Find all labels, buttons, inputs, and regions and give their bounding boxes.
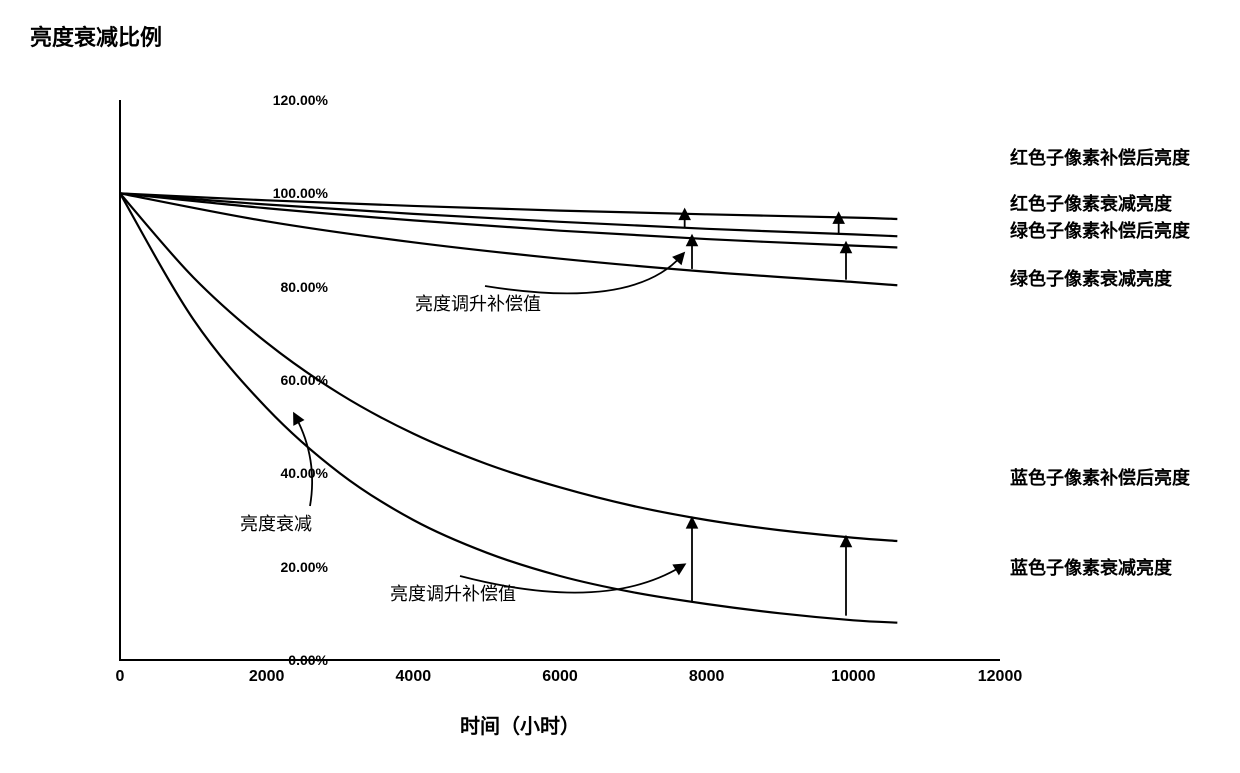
y-tick-label: 40.00% <box>281 465 328 481</box>
callout-label-0: 亮度衰减 <box>240 510 312 536</box>
series-label-green_comp: 绿色子像素补偿后亮度 <box>1010 217 1190 243</box>
chart-svg <box>20 20 1220 753</box>
series-label-blue_comp: 蓝色子像素补偿后亮度 <box>1010 464 1190 490</box>
callout-label-1: 亮度调升补偿值 <box>415 290 541 316</box>
x-tick-label: 12000 <box>978 668 1023 686</box>
y-tick-label: 100.00% <box>273 185 328 201</box>
callout-label-2: 亮度调升补偿值 <box>390 580 516 606</box>
series-line-blue_decay <box>120 193 897 622</box>
x-tick-label: 0 <box>116 668 125 686</box>
series-line-green_decay <box>120 193 897 285</box>
series-label-green_decay: 绿色子像素衰减亮度 <box>1010 265 1172 291</box>
y-tick-label: 60.00% <box>281 372 328 388</box>
callout-arrow-0 <box>296 417 312 506</box>
series-label-red_comp: 红色子像素补偿后亮度 <box>1010 144 1190 170</box>
series-line-blue_comp <box>120 193 897 541</box>
y-tick-label: 120.00% <box>273 92 328 108</box>
x-tick-label: 4000 <box>396 668 432 686</box>
x-tick-label: 6000 <box>542 668 578 686</box>
x-tick-label: 2000 <box>249 668 285 686</box>
series-label-red_decay: 红色子像素衰减亮度 <box>1010 190 1172 216</box>
x-tick-label: 10000 <box>831 668 876 686</box>
x-tick-label: 8000 <box>689 668 725 686</box>
y-tick-label: 0.00% <box>288 652 328 668</box>
y-tick-label: 80.00% <box>281 279 328 295</box>
x-axis-label: 时间（小时） <box>460 710 580 739</box>
y-tick-label: 20.00% <box>281 559 328 575</box>
chart-container: 亮度衰减比例 0.00%20.00%40.00%60.00%80.00%100.… <box>20 20 1220 753</box>
series-label-blue_decay: 蓝色子像素衰减亮度 <box>1010 554 1172 580</box>
